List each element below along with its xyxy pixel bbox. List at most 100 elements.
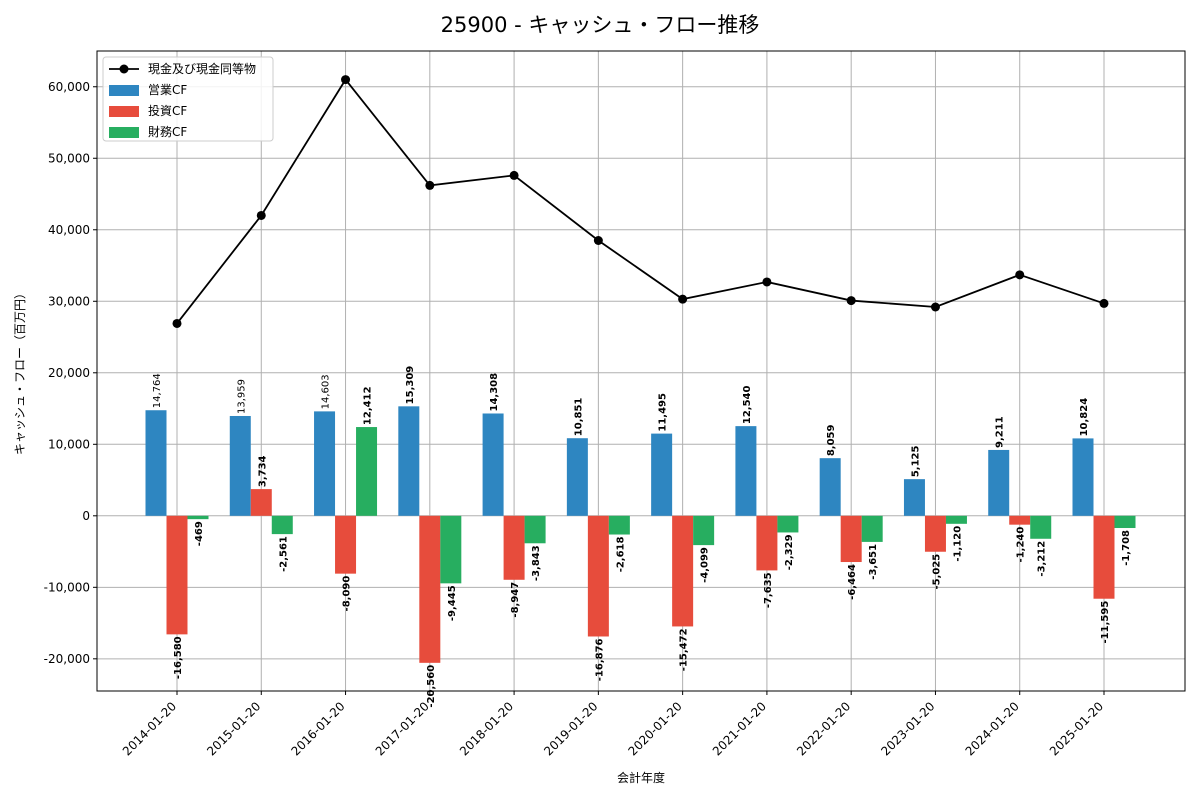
y-tick-label: 60,000 <box>48 80 90 94</box>
bar-営業CF <box>651 433 673 516</box>
legend-swatch <box>109 127 139 138</box>
bar-value-label: 10,851 <box>573 398 584 437</box>
y-axis: -20,000 -10,000 0 10,000 20,000 30,000 40,000 5… <box>44 80 97 666</box>
x-tick-label: 2024-01-20 <box>963 699 1022 758</box>
cash-point <box>509 170 519 180</box>
y-tick-label: 40,000 <box>48 223 90 237</box>
cash-point <box>930 302 940 312</box>
bar-value-label: -1,120 <box>952 526 963 562</box>
legend-box <box>102 56 274 142</box>
y-axis-label: キャッシュ・フロー（百万円） <box>13 287 27 455</box>
bar-財務CF <box>1114 515 1136 529</box>
bar-投資CF <box>840 515 862 563</box>
bar-営業CF <box>229 415 251 516</box>
x-tick-label: 2015-01-20 <box>204 699 263 758</box>
bars-layer <box>145 406 1136 663</box>
bar-営業CF <box>314 411 336 516</box>
bar-財務CF <box>524 515 546 544</box>
x-tick-label: 2014-01-20 <box>120 699 179 758</box>
cash-line <box>176 78 1105 325</box>
bar-value-label: -2,329 <box>784 534 795 570</box>
legend-label: 財務CF <box>148 124 187 139</box>
x-tick-label: 2022-01-20 <box>794 699 853 758</box>
x-tick-label: 2017-01-20 <box>373 699 432 758</box>
x-tick-label: 2023-01-20 <box>878 699 937 758</box>
cash-point <box>1015 270 1025 280</box>
bar-value-label: -8,947 <box>510 582 521 618</box>
bar-投資CF <box>250 489 272 516</box>
bar-value-label: -2,618 <box>615 536 626 572</box>
bar-value-label: 15,309 <box>405 366 416 405</box>
bar-value-label: 12,412 <box>363 386 374 425</box>
cash-point <box>593 235 603 245</box>
legend-label: 投資CF <box>148 103 187 118</box>
x-tick-label: 2018-01-20 <box>457 699 516 758</box>
bar-value-label: -9,445 <box>447 585 458 621</box>
bar-value-label: 11,495 <box>658 393 669 432</box>
bar-営業CF <box>566 438 588 516</box>
x-axis: 2014-01-20 2015-01-20 2016-01-20 2017-01-20… <box>120 691 1106 758</box>
bar-value-label: 14,764 <box>152 373 163 408</box>
cash-point <box>678 294 688 304</box>
bar-value-label: 8,059 <box>826 425 837 457</box>
bar-value-label: -16,580 <box>173 636 184 679</box>
x-axis-label: 会計年度 <box>617 770 665 785</box>
bar-value-label: 3,734 <box>257 455 268 487</box>
cash-point <box>172 318 182 328</box>
cash-point <box>256 210 266 220</box>
bar-value-label: -8,090 <box>342 576 353 612</box>
bar-value-label: -469 <box>194 521 205 546</box>
bar-財務CF <box>608 515 630 535</box>
bar-value-label: -3,212 <box>1037 541 1048 577</box>
x-tick-label: 2020-01-20 <box>626 699 685 758</box>
y-tick-label: 20,000 <box>48 366 90 380</box>
bar-value-label: -4,099 <box>700 547 711 583</box>
bar-営業CF <box>482 413 504 516</box>
bar-value-label: -16,876 <box>594 638 605 681</box>
cash-line-layer <box>172 75 1109 328</box>
grid-lines <box>97 51 1185 691</box>
bar-財務CF <box>356 427 378 516</box>
bar-value-label: 14,603 <box>321 374 332 409</box>
bar-財務CF <box>861 515 883 542</box>
bar-投資CF <box>924 515 946 552</box>
bar-value-label: 14,308 <box>489 373 500 412</box>
x-tick-label: 2025-01-20 <box>1047 699 1106 758</box>
bar-投資CF <box>587 515 609 637</box>
bar-投資CF <box>503 515 525 580</box>
cash-point <box>341 75 351 85</box>
bar-投資CF <box>419 515 441 663</box>
bar-value-label: -5,025 <box>931 554 942 590</box>
bar-財務CF <box>777 515 799 533</box>
bar-labels-layer: 14,764 13,959 14,603 15,309 14,308 10,851 11,4… <box>152 366 1132 708</box>
cash-point <box>846 296 856 306</box>
bar-value-label: -1,240 <box>1016 527 1027 563</box>
bar-営業CF <box>735 426 757 516</box>
bar-財務CF <box>1030 515 1052 539</box>
cash-point <box>762 277 772 287</box>
bar-投資CF <box>166 515 188 635</box>
plot-frame <box>96 50 1186 692</box>
bar-財務CF <box>945 515 967 524</box>
bar-value-label: -2,561 <box>278 536 289 572</box>
bar-営業CF <box>819 458 841 516</box>
bar-value-label: 9,211 <box>995 416 1006 448</box>
y-tick-label: 0 <box>82 509 90 523</box>
x-tick-label: 2019-01-20 <box>541 699 600 758</box>
cash-point <box>425 180 435 190</box>
y-tick-label: 50,000 <box>48 151 90 165</box>
bar-営業CF <box>398 406 420 516</box>
cash-point <box>1099 298 1109 308</box>
bar-value-label: -1,708 <box>1121 530 1132 566</box>
bar-value-label: -3,651 <box>868 544 879 580</box>
y-tick-label: -10,000 <box>44 580 90 594</box>
legend-label: 現金及び現金同等物 <box>148 61 256 76</box>
bar-投資CF <box>672 515 694 627</box>
x-tick-label: 2016-01-20 <box>288 699 347 758</box>
bar-財務CF <box>440 515 462 584</box>
legend-swatch <box>109 85 139 96</box>
bar-value-label: 10,824 <box>1079 398 1090 437</box>
bar-value-label: -7,635 <box>763 572 774 608</box>
